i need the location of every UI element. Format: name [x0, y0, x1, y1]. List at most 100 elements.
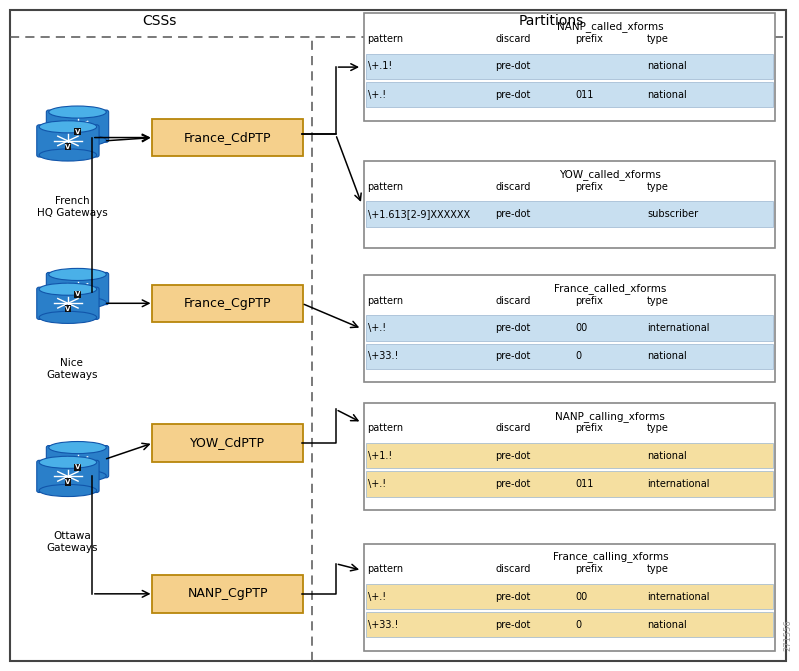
Ellipse shape	[49, 470, 106, 482]
Ellipse shape	[49, 106, 106, 118]
Text: pattern: pattern	[368, 182, 403, 191]
Text: pre-dot: pre-dot	[495, 323, 531, 333]
Text: 011: 011	[575, 90, 594, 99]
Ellipse shape	[39, 484, 97, 497]
Text: France_called_xforms: France_called_xforms	[555, 283, 666, 294]
FancyBboxPatch shape	[152, 119, 303, 156]
Text: pre-dot: pre-dot	[495, 451, 531, 460]
Text: \+33.!: \+33.!	[368, 620, 398, 629]
FancyBboxPatch shape	[37, 125, 99, 157]
Text: V: V	[66, 144, 70, 150]
Text: \+.1!: \+.1!	[368, 62, 392, 71]
Text: discard: discard	[495, 564, 531, 574]
Bar	[364, 275, 775, 382]
FancyBboxPatch shape	[46, 272, 109, 305]
Text: pre-dot: pre-dot	[495, 209, 531, 219]
Text: V: V	[66, 479, 70, 485]
Ellipse shape	[39, 121, 97, 133]
Text: NANP_calling_xforms: NANP_calling_xforms	[555, 411, 666, 421]
Text: national: national	[647, 352, 687, 361]
Text: discard: discard	[495, 182, 531, 191]
Text: discard: discard	[495, 423, 531, 433]
Bar	[366, 584, 773, 609]
Text: 271556: 271556	[784, 619, 793, 651]
FancyBboxPatch shape	[46, 110, 109, 142]
FancyBboxPatch shape	[37, 460, 99, 493]
Bar	[366, 344, 773, 369]
Text: pre-dot: pre-dot	[495, 479, 531, 488]
Bar	[366, 471, 773, 497]
Ellipse shape	[39, 311, 97, 323]
Ellipse shape	[49, 442, 106, 454]
Text: France_CdPTP: France_CdPTP	[184, 131, 272, 144]
Bar	[366, 612, 773, 637]
Text: 0: 0	[575, 352, 582, 361]
Bar	[366, 82, 773, 107]
Bar	[366, 443, 773, 468]
Text: prefix: prefix	[575, 34, 603, 44]
Text: \+1.613[2-9]XXXXXX: \+1.613[2-9]XXXXXX	[368, 209, 470, 219]
Text: France_calling_xforms: France_calling_xforms	[553, 552, 668, 562]
Text: V: V	[75, 129, 80, 135]
Text: international: international	[647, 323, 710, 333]
Text: type: type	[647, 423, 669, 433]
Text: prefix: prefix	[575, 182, 603, 191]
Text: \+1.!: \+1.!	[368, 451, 392, 460]
Text: NANP_CgPTP: NANP_CgPTP	[188, 587, 268, 601]
FancyBboxPatch shape	[37, 287, 99, 319]
Text: pre-dot: pre-dot	[495, 592, 531, 601]
Text: \+.!: \+.!	[368, 479, 386, 488]
Text: French
HQ Gateways: French HQ Gateways	[37, 196, 107, 217]
Text: YOW_called_xforms: YOW_called_xforms	[559, 169, 662, 180]
Text: pre-dot: pre-dot	[495, 352, 531, 361]
Text: 011: 011	[575, 479, 594, 488]
FancyBboxPatch shape	[152, 424, 303, 462]
Bar	[364, 13, 775, 121]
Text: national: national	[647, 451, 687, 460]
Text: pre-dot: pre-dot	[495, 62, 531, 71]
Text: pattern: pattern	[368, 34, 403, 44]
Text: V: V	[75, 291, 80, 297]
Text: type: type	[647, 564, 669, 574]
Ellipse shape	[39, 149, 97, 161]
Text: pre-dot: pre-dot	[495, 90, 531, 99]
Text: YOW_CdPTP: YOW_CdPTP	[190, 436, 265, 450]
Bar	[366, 315, 773, 341]
Text: 0: 0	[575, 620, 582, 629]
Text: international: international	[647, 479, 710, 488]
Bar	[364, 161, 775, 248]
Text: national: national	[647, 90, 687, 99]
Ellipse shape	[39, 456, 97, 468]
Text: pattern: pattern	[368, 296, 403, 305]
Ellipse shape	[39, 283, 97, 295]
FancyBboxPatch shape	[46, 446, 109, 478]
Ellipse shape	[49, 268, 106, 280]
FancyBboxPatch shape	[152, 575, 303, 613]
Text: \+33.!: \+33.!	[368, 352, 398, 361]
Text: Partitions: Partitions	[519, 15, 584, 28]
Text: V: V	[66, 306, 70, 312]
Text: Ottawa
Gateways: Ottawa Gateways	[46, 531, 97, 553]
Text: V: V	[75, 464, 80, 470]
Text: prefix: prefix	[575, 296, 603, 305]
Bar	[366, 54, 773, 79]
Text: France_CgPTP: France_CgPTP	[184, 297, 272, 310]
Text: type: type	[647, 296, 669, 305]
Text: national: national	[647, 620, 687, 629]
Bar	[364, 403, 775, 510]
Text: \+.!: \+.!	[368, 323, 386, 333]
Bar	[364, 544, 775, 651]
Text: NANP_called_xforms: NANP_called_xforms	[557, 21, 664, 32]
Bar	[366, 201, 773, 227]
Ellipse shape	[49, 134, 106, 146]
Text: prefix: prefix	[575, 423, 603, 433]
Text: pattern: pattern	[368, 423, 403, 433]
Text: CSSs: CSSs	[142, 15, 177, 28]
Text: type: type	[647, 182, 669, 191]
Text: \+.!: \+.!	[368, 592, 386, 601]
Text: pattern: pattern	[368, 564, 403, 574]
Text: international: international	[647, 592, 710, 601]
Text: Nice
Gateways: Nice Gateways	[46, 358, 97, 380]
Text: \+.!: \+.!	[368, 90, 386, 99]
Text: subscriber: subscriber	[647, 209, 698, 219]
